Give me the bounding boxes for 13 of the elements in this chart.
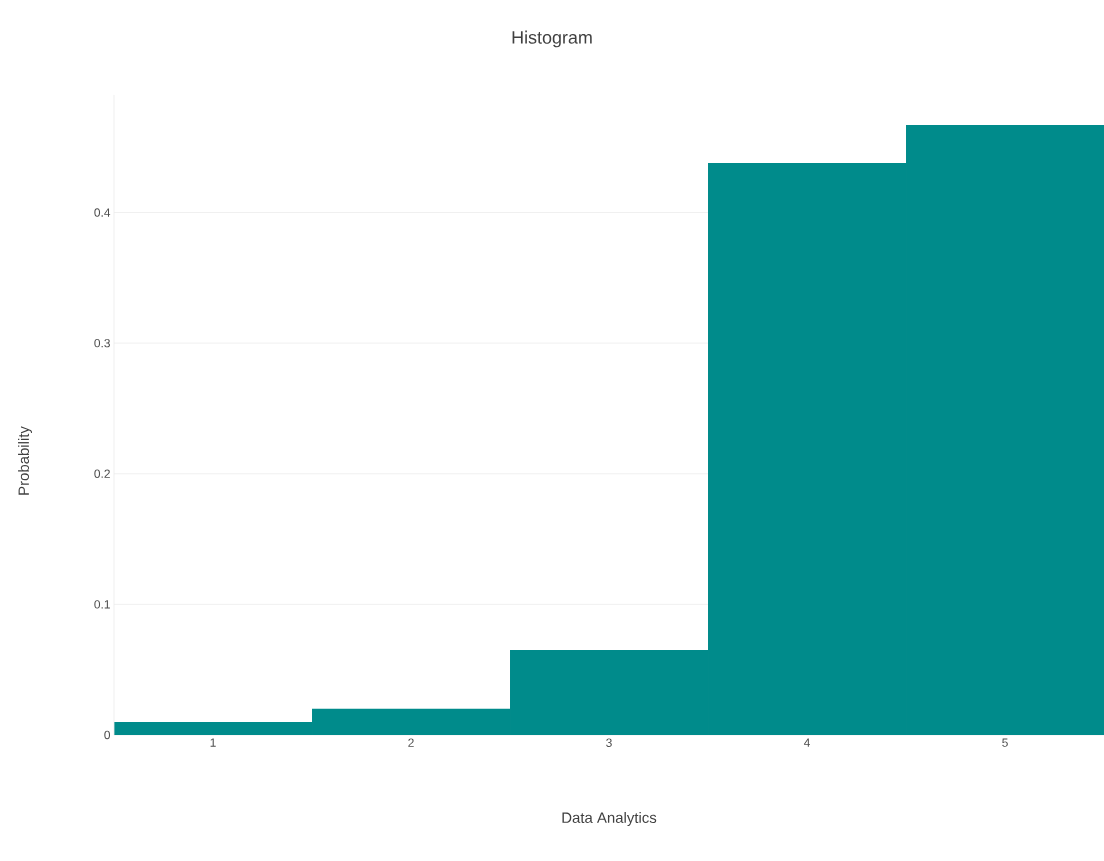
y-tick-label: 0: [104, 730, 111, 740]
x-tick-label: 2: [408, 738, 414, 747]
y-tick-label: 0.2: [94, 469, 110, 478]
chart-title: Histogram: [512, 30, 592, 48]
x-tick-label: 3: [606, 738, 612, 747]
y-tick-label: 0.4: [94, 208, 111, 217]
y-tick-label: 0.1: [94, 600, 110, 609]
x-tick-label: 4: [803, 738, 810, 747]
x-tick-label: 1: [210, 738, 216, 747]
y-tick-label: 0.3: [94, 338, 110, 348]
y-axis-title: Probability: [18, 426, 32, 495]
x-tick-label: 5: [1002, 738, 1008, 747]
x-axis-title: Data Analytics: [562, 812, 657, 826]
